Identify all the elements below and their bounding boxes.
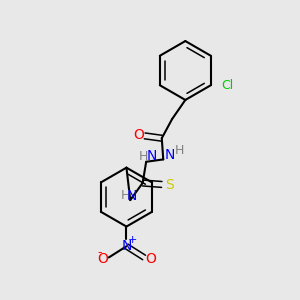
Text: O: O — [97, 252, 108, 266]
Text: O: O — [145, 252, 156, 266]
Text: +: + — [128, 235, 137, 245]
Text: H: H — [120, 189, 130, 203]
Text: N: N — [121, 239, 132, 253]
Text: N: N — [127, 189, 137, 203]
Text: H: H — [139, 150, 148, 163]
Text: O: O — [133, 128, 144, 142]
Text: N: N — [164, 148, 175, 162]
Text: H: H — [175, 144, 184, 157]
Text: S: S — [165, 178, 174, 192]
Text: N: N — [146, 149, 157, 164]
Text: Cl: Cl — [221, 79, 233, 92]
Text: -: - — [97, 246, 102, 259]
